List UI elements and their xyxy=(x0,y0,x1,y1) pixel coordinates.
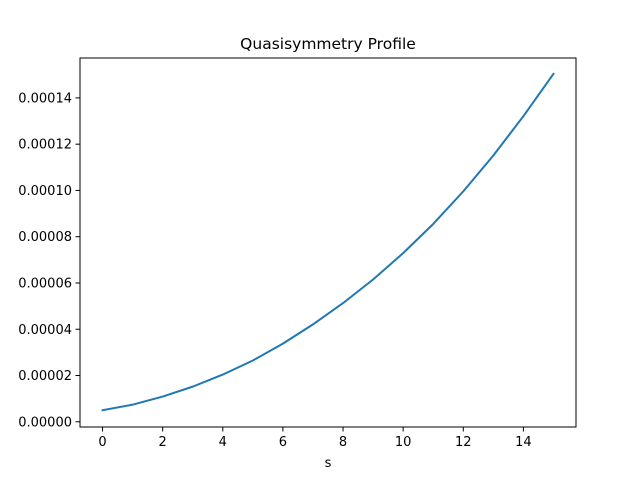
series-line-0 xyxy=(101,72,555,412)
y-tick-label: 0.00000 xyxy=(18,415,72,430)
y-tick-label: 0.00014 xyxy=(18,91,72,106)
y-tick-label: 0.00004 xyxy=(18,323,72,338)
x-tick-label: 6 xyxy=(279,435,287,450)
chart-title: Quasisymmetry Profile xyxy=(240,35,416,53)
x-tick-label: 8 xyxy=(339,435,347,450)
plot-area-frame xyxy=(79,57,577,428)
x-axis-title: s xyxy=(325,456,332,471)
y-tick-label: 0.00008 xyxy=(18,230,72,245)
x-tick-label: 10 xyxy=(395,435,412,450)
y-tick-label: 0.00002 xyxy=(18,369,72,384)
x-tick-label: 14 xyxy=(515,435,532,450)
x-tick-label: 12 xyxy=(455,435,472,450)
y-tick-label: 0.00010 xyxy=(18,184,72,199)
x-axis: 0 2 4 6 8 10 12 14 xyxy=(98,427,532,450)
x-tick-label: 4 xyxy=(219,435,227,450)
y-tick-label: 0.00012 xyxy=(18,138,72,153)
x-tick-label: 0 xyxy=(98,435,106,450)
plot-series xyxy=(101,72,555,412)
y-tick-label: 0.00006 xyxy=(18,276,72,291)
x-tick-label: 2 xyxy=(159,435,167,450)
y-axis: 0.00000 0.00002 0.00004 0.00006 0.00008 0.000… xyxy=(18,91,80,430)
